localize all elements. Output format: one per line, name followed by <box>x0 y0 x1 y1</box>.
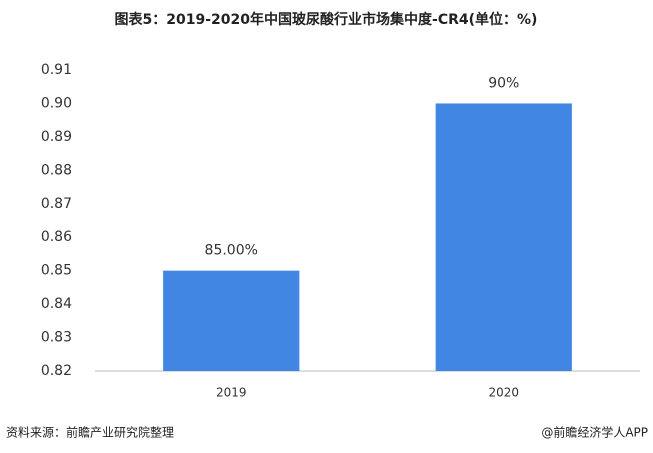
y-tick-label: 0.87 <box>41 196 72 212</box>
y-tick-label: 0.85 <box>41 263 72 279</box>
y-tick-label: 0.90 <box>41 95 72 111</box>
value-label: 85.00% <box>205 243 258 259</box>
y-tick-label: 0.86 <box>41 229 72 245</box>
x-tick-label: 2019 <box>216 386 247 400</box>
source-note: 资料来源：前瞻产业研究院整理 <box>6 425 174 440</box>
x-tick-label: 2020 <box>488 386 519 400</box>
y-tick-label: 0.91 <box>41 62 72 78</box>
y-tick-label: 0.89 <box>41 129 72 145</box>
y-tick-label: 0.84 <box>41 296 72 312</box>
y-tick-label: 0.83 <box>41 330 72 346</box>
y-tick-label: 0.82 <box>41 363 72 379</box>
credit: @前瞻经济学人APP <box>541 425 648 440</box>
value-label: 90% <box>488 75 519 91</box>
bar <box>163 270 300 371</box>
chart-title: 图表5：2019-2020年中国玻尿酸行业市场集中度-CR4(单位：%) <box>115 11 538 28</box>
y-tick-label: 0.88 <box>41 162 72 178</box>
bar <box>435 103 572 371</box>
